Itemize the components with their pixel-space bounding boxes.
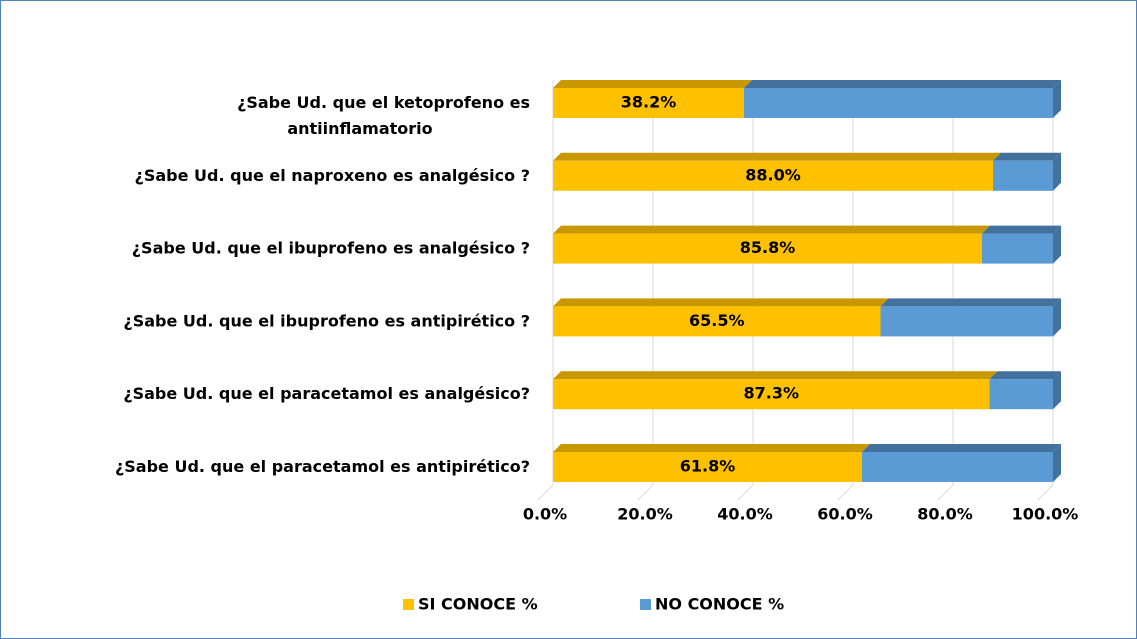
bar-top (880, 298, 1061, 307)
bar-side (1053, 80, 1061, 118)
bar-top (553, 225, 990, 234)
bar (744, 88, 1053, 118)
value-label: 85.8% (740, 238, 796, 257)
legend-label: SI CONOCE % (418, 595, 538, 614)
bar-top (744, 80, 1061, 88)
bar (880, 306, 1053, 337)
bar (553, 452, 862, 482)
grid-floor (837, 484, 854, 501)
bar (553, 379, 990, 410)
y-tick-label: ¿Sabe Ud. que el paracetamol es antipiré… (115, 457, 530, 476)
y-tick-label: ¿Sabe Ud. que el naproxeno es analgésico… (135, 165, 530, 184)
bar (989, 379, 1053, 410)
bar-top (553, 371, 998, 380)
x-tick-label: 80.0% (917, 505, 973, 524)
value-label: 61.8% (680, 457, 736, 476)
bar (982, 233, 1053, 264)
bar-top (553, 152, 1001, 161)
bar-top (553, 298, 889, 307)
x-tick-label: 40.0% (717, 505, 773, 524)
bar-top (993, 152, 1061, 161)
x-tick-label: 0.0% (523, 505, 567, 524)
y-tick-label: ¿Sabe Ud. que el paracetamol es analgési… (123, 384, 530, 403)
legend-label: NO CONOCE % (655, 595, 784, 614)
bar-side (1053, 371, 1061, 410)
bar (553, 306, 881, 337)
value-label: 88.0% (745, 165, 801, 184)
x-tick-label: 60.0% (817, 505, 873, 524)
bar-top (553, 80, 752, 88)
bar-top (982, 225, 1061, 234)
legend-swatch (640, 599, 651, 610)
bar-side (1053, 152, 1061, 191)
value-label: 38.2% (621, 93, 677, 112)
bar-side (1053, 225, 1061, 264)
grid-floor (937, 484, 954, 501)
bar-side (1053, 444, 1061, 482)
bar-side (1053, 298, 1061, 337)
y-tick-label: ¿Sabe Ud. que el ibuprofeno es antipirét… (123, 311, 530, 330)
value-label: 65.5% (689, 311, 745, 330)
bar (553, 233, 982, 264)
y-tick-label: ¿Sabe Ud. que el ibuprofeno es analgésic… (132, 238, 530, 257)
bar (553, 160, 993, 191)
value-label: 87.3% (743, 384, 799, 403)
grid-floor (737, 484, 754, 501)
grid-floor (537, 484, 554, 501)
bar (862, 452, 1053, 482)
x-tick-label: 20.0% (617, 505, 673, 524)
bar (553, 88, 744, 118)
bar-top (553, 444, 870, 452)
bar-top (989, 371, 1061, 380)
legend-swatch (403, 599, 414, 610)
bar-top (862, 444, 1061, 452)
grid-floor (1037, 484, 1054, 501)
y-tick-label: ¿Sabe Ud. que el ketoprofeno es antiinfla… (237, 93, 530, 138)
x-tick-label: 100.0% (1012, 505, 1079, 524)
grid-floor (637, 484, 654, 501)
bar (993, 160, 1053, 191)
